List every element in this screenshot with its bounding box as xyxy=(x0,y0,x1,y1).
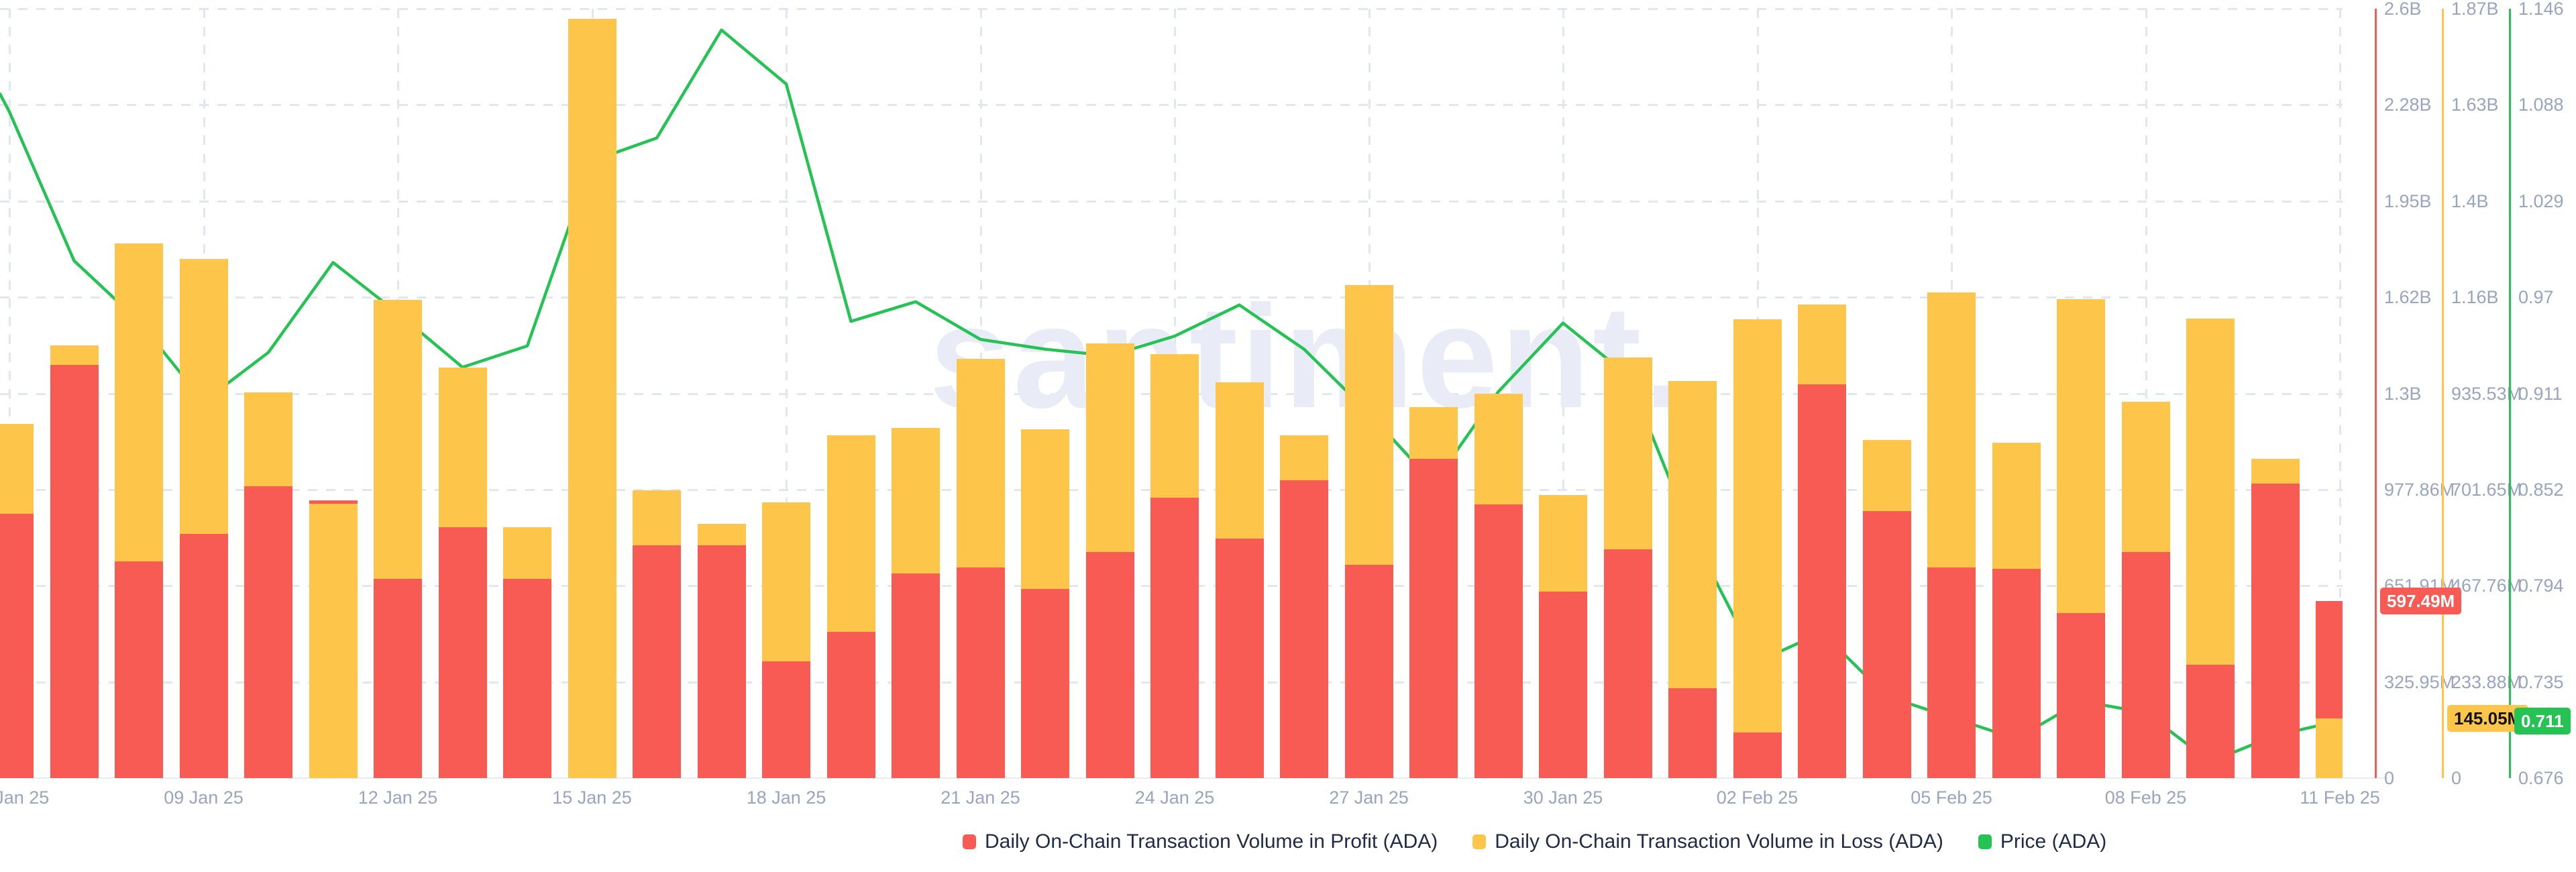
loss-axis-tick: 1.87B xyxy=(2451,0,2499,19)
profit-bar[interactable] xyxy=(2057,612,2105,778)
profit-axis-tick: 2.6B xyxy=(2384,0,2422,19)
loss-bar[interactable] xyxy=(568,19,616,778)
latest-profit-badge: 597.49M xyxy=(2380,588,2462,615)
x-axis-date-label: 27 Jan 25 xyxy=(1329,787,1409,808)
profit-bar[interactable] xyxy=(1992,569,2041,778)
price-axis-tick: 1.146 xyxy=(2518,0,2564,19)
profit-bar[interactable] xyxy=(1215,539,1264,778)
profit-bar[interactable] xyxy=(1474,504,1523,778)
x-axis-date-label: 05 Feb 25 xyxy=(1911,787,1992,808)
profit-axis-line xyxy=(2375,9,2377,778)
profit-bar[interactable] xyxy=(956,567,1005,778)
x-axis-date-label: 21 Jan 25 xyxy=(941,787,1020,808)
profit-bar[interactable] xyxy=(438,527,487,778)
loss-axis-tick: 1.4B xyxy=(2451,190,2489,211)
profit-bar[interactable] xyxy=(503,579,551,778)
price-axis-tick: 0.852 xyxy=(2518,479,2564,500)
profit-bar[interactable] xyxy=(2186,665,2235,778)
profit-bar[interactable] xyxy=(115,561,163,778)
loss-axis-tick: 467.76M xyxy=(2451,576,2522,596)
price-axis-tick: 1.088 xyxy=(2518,95,2564,115)
profit-bar[interactable] xyxy=(633,545,681,778)
loss-bar[interactable] xyxy=(1733,319,1782,778)
loss-axis-tick: 935.53M xyxy=(2451,383,2522,404)
profit-bar[interactable] xyxy=(1021,589,1069,778)
legend-item-price[interactable]: Price (ADA) xyxy=(1978,830,2106,853)
profit-bar[interactable] xyxy=(697,545,746,778)
profit-bar[interactable] xyxy=(1603,549,1652,778)
profit-bar[interactable] xyxy=(1798,384,1846,778)
legend-item-loss[interactable]: Daily On-Chain Transaction Volume in Los… xyxy=(1472,830,1943,853)
profit-bar[interactable] xyxy=(0,514,34,778)
profit-bar[interactable] xyxy=(1668,688,1717,778)
profit-swatch-icon xyxy=(963,834,976,849)
profit-bar[interactable] xyxy=(2251,484,2300,778)
profit-axis-tick: 2.28B xyxy=(2384,95,2432,115)
profit-bar[interactable] xyxy=(1927,567,1976,778)
legend: Daily On-Chain Transaction Volume in Pro… xyxy=(963,830,2106,853)
loss-axis-tick: 1.63B xyxy=(2451,95,2499,115)
horizontal-gridline xyxy=(0,8,2343,10)
profit-bar[interactable] xyxy=(179,534,228,778)
loss-axis-line xyxy=(2442,9,2444,778)
price-axis-line xyxy=(2509,9,2511,778)
loss-axis-tick: 233.88M xyxy=(2451,671,2522,692)
price-axis-tick: 0.735 xyxy=(2518,671,2564,692)
loss-swatch-icon xyxy=(1472,834,1487,849)
profit-bar[interactable] xyxy=(2121,551,2170,778)
loss-axis-tick: 701.65M xyxy=(2451,479,2522,500)
price-axis-tick: 0.676 xyxy=(2518,768,2564,788)
price-axis-tick: 1.029 xyxy=(2518,190,2564,211)
x-axis-date-label: 30 Jan 25 xyxy=(1523,787,1603,808)
profit-bar[interactable] xyxy=(762,661,810,778)
profit-axis-tick: 325.95M xyxy=(2384,671,2455,692)
x-axis-date-label: 09 Jan 25 xyxy=(164,787,244,808)
legend-loss-label: Daily On-Chain Transaction Volume in Los… xyxy=(1495,830,1943,853)
x-axis-date-label: 02 Feb 25 xyxy=(1716,787,1799,808)
profit-bar[interactable] xyxy=(50,365,99,778)
loss-axis-tick: 0 xyxy=(2451,768,2462,788)
profit-bar[interactable] xyxy=(244,486,292,778)
profit-axis-tick: 1.95B xyxy=(2384,190,2432,211)
x-axis-date-label: 08 Feb 25 xyxy=(2104,787,2187,808)
profit-bar[interactable] xyxy=(1733,732,1782,778)
price-axis-tick: 0.794 xyxy=(2518,576,2564,596)
profit-bar[interactable] xyxy=(374,579,422,778)
profit-axis-tick: 977.86M xyxy=(2384,479,2455,500)
x-axis-date-label: 24 Jan 25 xyxy=(1134,787,1215,808)
loss-axis-tick: 1.16B xyxy=(2451,287,2499,308)
profit-bar[interactable] xyxy=(1150,497,1199,778)
profit-bar[interactable] xyxy=(1862,511,1911,778)
profit-axis-tick: 0 xyxy=(2384,768,2395,788)
legend-profit-label: Daily On-Chain Transaction Volume in Pro… xyxy=(985,830,1438,853)
horizontal-gridline xyxy=(0,104,2343,107)
x-axis-date-label: 12 Jan 25 xyxy=(358,787,438,808)
profit-bar[interactable] xyxy=(892,574,940,778)
plot-area[interactable]: santiment. xyxy=(0,0,2343,778)
loss-bar[interactable] xyxy=(2316,718,2343,778)
price-axis-tick: 0.97 xyxy=(2518,287,2554,308)
profit-axis-tick: 1.3B xyxy=(2384,383,2422,404)
profit-bar[interactable] xyxy=(1344,564,1393,778)
watermark: santiment. xyxy=(929,276,1688,439)
x-axis-baseline xyxy=(0,777,2388,779)
horizontal-gridline xyxy=(0,200,2343,203)
x-axis-date-label: 15 Jan 25 xyxy=(552,787,632,808)
loss-bar[interactable] xyxy=(309,503,358,778)
legend-item-profit[interactable]: Daily On-Chain Transaction Volume in Pro… xyxy=(963,830,1438,853)
x-axis-date-label: 18 Jan 25 xyxy=(746,787,826,808)
price-axis-tick: 0.911 xyxy=(2518,383,2563,404)
price-swatch-icon xyxy=(1978,834,1992,849)
profit-axis-tick: 1.62B xyxy=(2384,287,2432,308)
x-axis-date-label: 11 Feb 25 xyxy=(2300,787,2380,808)
profit-bar[interactable] xyxy=(1085,551,1134,778)
profit-bar[interactable] xyxy=(1409,458,1458,778)
x-axis-date-label: 06 Jan 25 xyxy=(0,787,50,808)
legend-price-label: Price (ADA) xyxy=(2000,830,2107,853)
profit-bar[interactable] xyxy=(826,632,875,778)
profit-bar[interactable] xyxy=(1280,480,1328,778)
latest-price-badge: 0.711 xyxy=(2514,707,2571,734)
profit-bar[interactable] xyxy=(1539,592,1587,778)
